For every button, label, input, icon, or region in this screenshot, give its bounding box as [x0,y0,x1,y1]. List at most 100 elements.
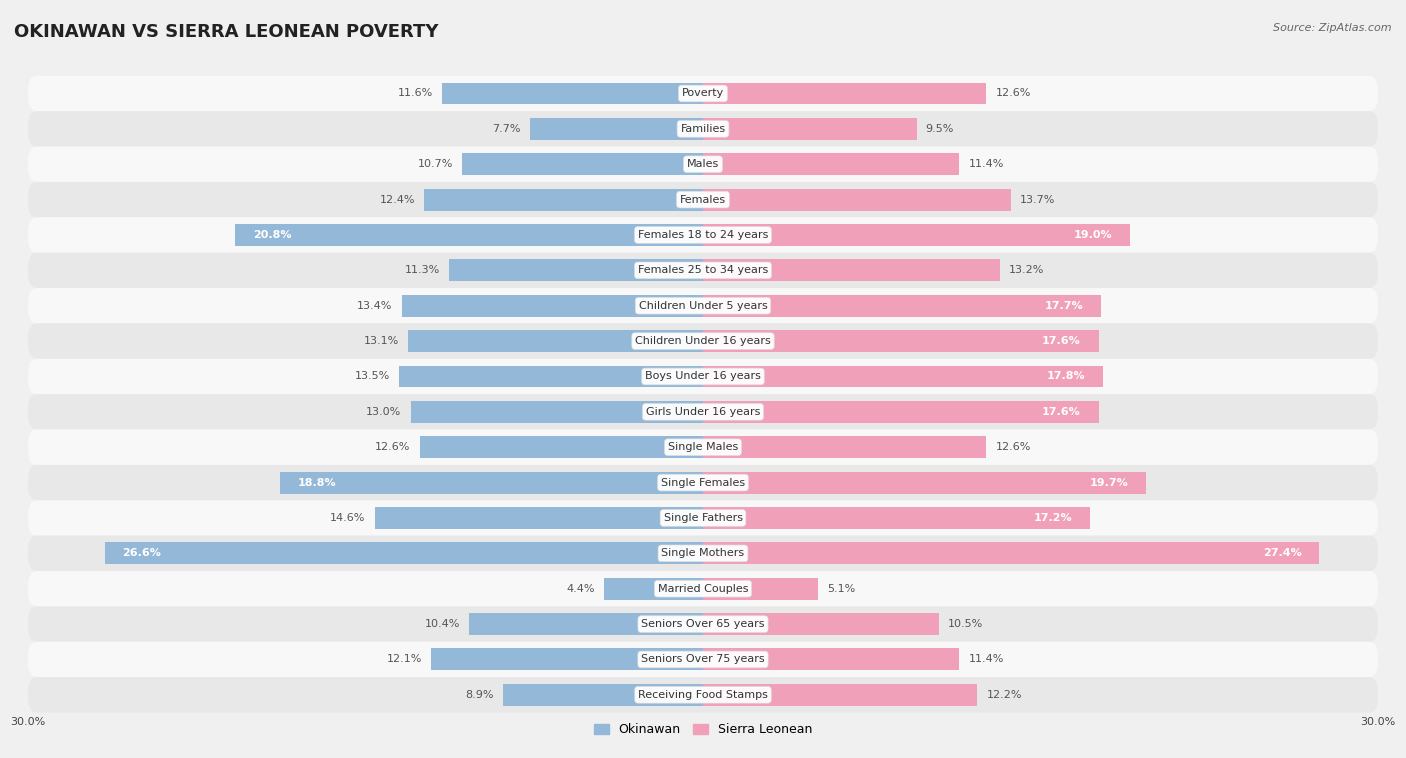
Text: Single Males: Single Males [668,442,738,453]
Text: 13.4%: 13.4% [357,301,392,311]
Text: Seniors Over 75 years: Seniors Over 75 years [641,654,765,665]
Text: OKINAWAN VS SIERRA LEONEAN POVERTY: OKINAWAN VS SIERRA LEONEAN POVERTY [14,23,439,41]
Text: Poverty: Poverty [682,89,724,99]
FancyBboxPatch shape [28,430,1378,465]
FancyBboxPatch shape [28,111,1378,146]
FancyBboxPatch shape [28,394,1378,430]
FancyBboxPatch shape [28,146,1378,182]
Bar [703,189,1011,211]
Bar [703,259,1000,281]
Text: 27.4%: 27.4% [1263,548,1302,559]
Text: 12.2%: 12.2% [987,690,1022,700]
Text: 12.6%: 12.6% [375,442,411,453]
Bar [703,401,1099,423]
Text: 14.6%: 14.6% [330,513,366,523]
Text: 17.7%: 17.7% [1045,301,1083,311]
Text: 17.6%: 17.6% [1042,336,1081,346]
FancyBboxPatch shape [28,76,1378,111]
Text: Married Couples: Married Couples [658,584,748,594]
Bar [411,401,703,423]
Text: 20.8%: 20.8% [253,230,291,240]
Bar [703,295,1101,317]
Bar [441,83,703,105]
Text: Receiving Food Stamps: Receiving Food Stamps [638,690,768,700]
Text: 10.4%: 10.4% [425,619,460,629]
FancyBboxPatch shape [28,571,1378,606]
Bar [605,578,703,600]
Text: 26.6%: 26.6% [122,548,162,559]
Bar [470,613,703,635]
Text: Girls Under 16 years: Girls Under 16 years [645,407,761,417]
Bar [419,437,703,458]
Bar [402,295,703,317]
Bar [235,224,703,246]
FancyBboxPatch shape [28,536,1378,571]
Bar [703,471,1146,493]
Text: Seniors Over 65 years: Seniors Over 65 years [641,619,765,629]
Bar [430,649,703,670]
Text: 4.4%: 4.4% [567,584,595,594]
Bar [463,153,703,175]
Bar [449,259,703,281]
Text: Single Females: Single Females [661,478,745,487]
Bar [703,330,1099,352]
Text: 13.5%: 13.5% [356,371,391,381]
FancyBboxPatch shape [28,182,1378,218]
Text: 11.4%: 11.4% [969,159,1004,169]
Text: Children Under 5 years: Children Under 5 years [638,301,768,311]
Text: 12.6%: 12.6% [995,442,1031,453]
Text: 19.0%: 19.0% [1074,230,1112,240]
Text: Single Fathers: Single Fathers [664,513,742,523]
Bar [703,578,818,600]
Bar [408,330,703,352]
Text: Females 25 to 34 years: Females 25 to 34 years [638,265,768,275]
FancyBboxPatch shape [28,359,1378,394]
Legend: Okinawan, Sierra Leonean: Okinawan, Sierra Leonean [589,719,817,741]
FancyBboxPatch shape [28,252,1378,288]
Bar [703,83,987,105]
Bar [703,153,959,175]
FancyBboxPatch shape [28,677,1378,713]
Text: 12.6%: 12.6% [995,89,1031,99]
Bar [703,437,987,458]
Bar [703,365,1104,387]
Bar [425,189,703,211]
Bar [280,471,703,493]
Text: Children Under 16 years: Children Under 16 years [636,336,770,346]
Text: Females: Females [681,195,725,205]
Text: 17.8%: 17.8% [1047,371,1085,381]
Bar [703,684,977,706]
Text: Single Mothers: Single Mothers [661,548,745,559]
Bar [703,507,1090,529]
Text: 13.2%: 13.2% [1010,265,1045,275]
Text: 13.7%: 13.7% [1021,195,1056,205]
Text: 10.5%: 10.5% [948,619,983,629]
FancyBboxPatch shape [28,288,1378,324]
FancyBboxPatch shape [28,500,1378,536]
Bar [104,543,703,564]
Text: Boys Under 16 years: Boys Under 16 years [645,371,761,381]
Text: 12.4%: 12.4% [380,195,415,205]
Bar [703,543,1319,564]
Text: 11.6%: 11.6% [398,89,433,99]
Text: 17.2%: 17.2% [1033,513,1071,523]
Text: Families: Families [681,124,725,134]
Bar [703,649,959,670]
Bar [399,365,703,387]
Text: 9.5%: 9.5% [925,124,955,134]
Text: 17.6%: 17.6% [1042,407,1081,417]
FancyBboxPatch shape [28,324,1378,359]
Bar [374,507,703,529]
Text: 11.4%: 11.4% [969,654,1004,665]
Text: 7.7%: 7.7% [492,124,520,134]
Text: 8.9%: 8.9% [465,690,494,700]
Text: Females 18 to 24 years: Females 18 to 24 years [638,230,768,240]
Text: 5.1%: 5.1% [827,584,855,594]
Bar [703,224,1130,246]
FancyBboxPatch shape [28,465,1378,500]
Text: Males: Males [688,159,718,169]
Bar [703,118,917,139]
Bar [530,118,703,139]
Bar [503,684,703,706]
Text: 19.7%: 19.7% [1090,478,1128,487]
